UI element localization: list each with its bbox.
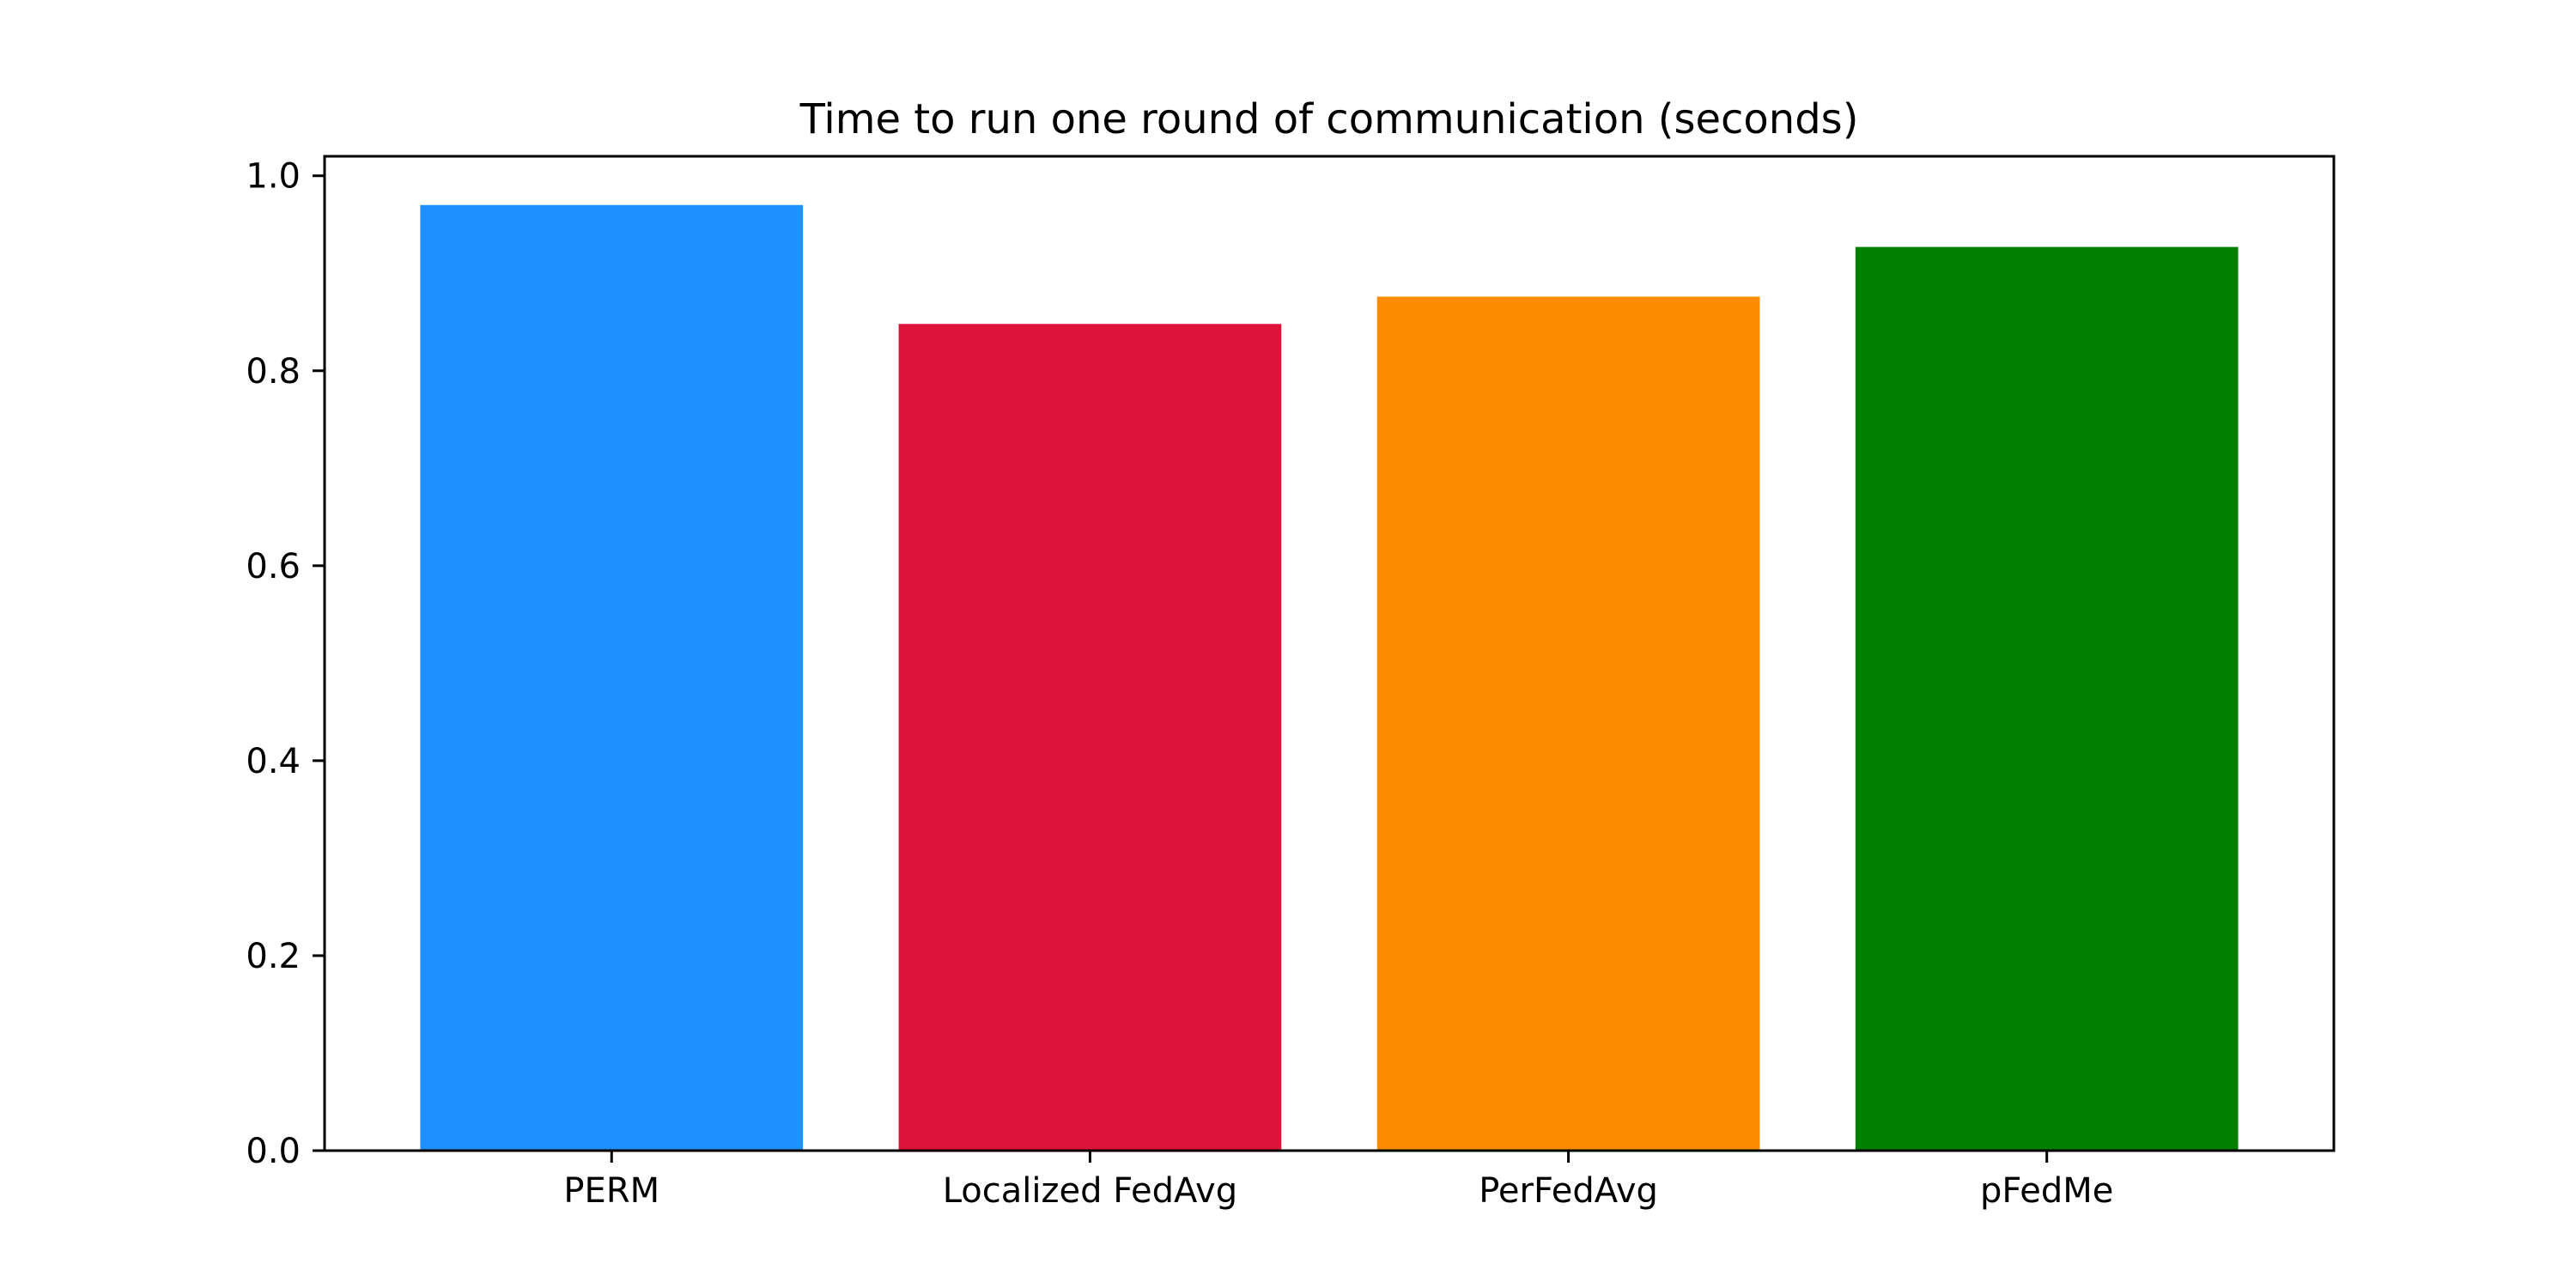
y-tick-label: 0.4 (246, 742, 301, 781)
y-tick-label: 0.8 (246, 352, 301, 392)
bar-localized-fedavg (898, 324, 1282, 1151)
x-axis: PERM Localized FedAvg PerFedAvg pFedMe (563, 1151, 2113, 1211)
bar-pfedme (1855, 246, 2239, 1151)
x-tick-label: PerFedAvg (1479, 1171, 1658, 1211)
x-tick-label: Localized FedAvg (943, 1171, 1237, 1211)
bar-perfedavg (1376, 296, 1760, 1151)
bar-perm (420, 204, 804, 1151)
x-tick-label: pFedMe (1980, 1171, 2113, 1211)
y-tick-label: 1.0 (246, 157, 301, 197)
chart-title: Time to run one round of communication (… (799, 95, 1859, 143)
y-tick-label: 0.0 (246, 1132, 301, 1171)
y-tick-label: 0.6 (246, 547, 301, 586)
plot-frame (323, 155, 2336, 1152)
bars-group (420, 204, 2239, 1151)
x-tick-label: PERM (563, 1171, 659, 1211)
y-axis: 0.0 0.2 0.4 0.6 0.8 1.0 (246, 157, 325, 1171)
y-tick-label: 0.2 (246, 937, 301, 976)
